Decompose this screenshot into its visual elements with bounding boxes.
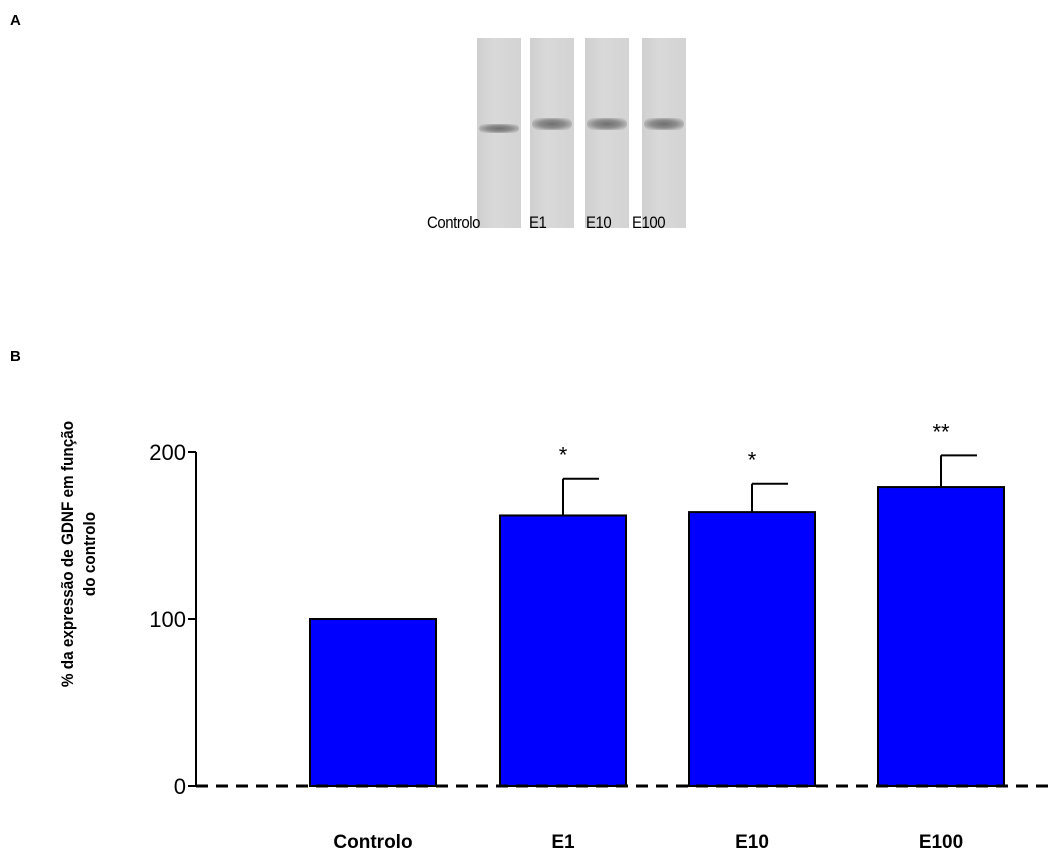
blot-label-e1: E1 (529, 213, 547, 232)
x-tick-label: E100 (919, 832, 963, 853)
x-tick-label: E1 (551, 832, 575, 853)
significance-marker: * (748, 448, 757, 473)
blot-band-e1 (532, 118, 572, 130)
x-tick-label: Controlo (333, 832, 412, 853)
x-tick-label: E10 (735, 832, 769, 853)
blot-lane-controlo (477, 38, 521, 228)
bar (877, 486, 1005, 787)
panel-label-b: B (10, 348, 21, 365)
blot-lane-e100 (642, 38, 686, 228)
y-tick-label: 200 (149, 440, 186, 465)
y-tick-label: 0 (174, 774, 186, 799)
bar (499, 514, 627, 788)
blot-band-controlo (479, 124, 519, 133)
blot-label-controlo: Controlo (427, 213, 481, 232)
blot-band-e10 (587, 118, 627, 130)
y-tick-label: 100 (149, 607, 186, 632)
blot-label-e100: E100 (632, 213, 666, 232)
bar (688, 511, 816, 787)
significance-marker: ** (932, 419, 950, 444)
blot-lane-e1 (530, 38, 574, 228)
blot-label-e10: E10 (586, 213, 612, 232)
bar (309, 618, 437, 787)
panel-label-a: A (10, 12, 21, 29)
blot-band-e100 (644, 118, 684, 130)
blot-lane-e10 (585, 38, 629, 228)
significance-marker: * (559, 443, 568, 468)
